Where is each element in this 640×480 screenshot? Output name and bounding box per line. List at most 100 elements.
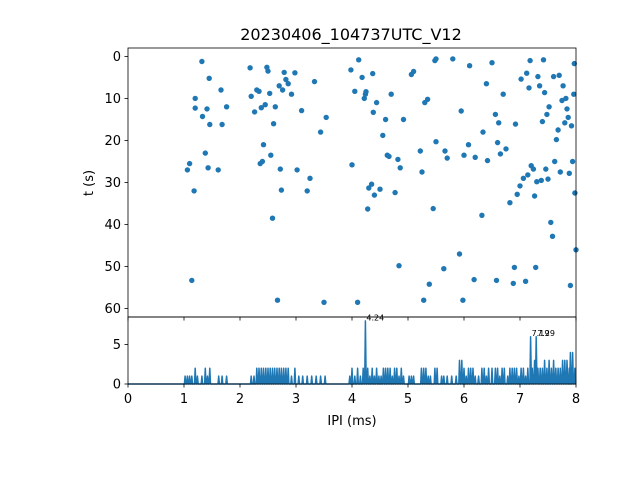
scatter-point xyxy=(441,266,447,272)
y-tick-label: 0 xyxy=(113,50,121,65)
scatter-point xyxy=(433,56,439,62)
scatter-point xyxy=(543,166,549,172)
scatter-point xyxy=(531,193,538,199)
scatter-point xyxy=(430,205,436,212)
scatter-point xyxy=(311,78,318,85)
scatter-point xyxy=(215,167,221,173)
peak-annotations: 4.24 7.197.29 xyxy=(366,313,555,338)
scatter-point xyxy=(546,104,552,110)
scatter-point xyxy=(382,116,389,123)
scatter-point xyxy=(199,113,206,120)
scatter-point xyxy=(541,89,548,96)
scatter-point xyxy=(276,83,282,89)
scatter-point xyxy=(262,102,268,108)
scatter-point xyxy=(397,165,403,171)
scatter-point xyxy=(567,282,574,289)
scatter-point xyxy=(492,111,499,118)
scatter-point xyxy=(256,88,262,95)
scatter-point xyxy=(307,175,313,181)
scatter-point xyxy=(466,62,473,69)
x-tick-label: 0 xyxy=(124,392,132,407)
scatter-point xyxy=(371,192,378,198)
scatter-point xyxy=(571,91,577,97)
scatter-y-ticks: 0 10 20 30 40 50 60 xyxy=(104,50,128,317)
scatter-point xyxy=(417,148,423,154)
scatter-point xyxy=(268,152,274,158)
scatter-point xyxy=(366,185,372,191)
scatter-point xyxy=(472,154,478,160)
x-tick-label: 3 xyxy=(292,392,300,407)
scatter-point xyxy=(219,121,225,128)
scatter-point xyxy=(444,155,450,161)
scatter-point xyxy=(292,70,298,76)
scatter-point xyxy=(363,89,369,95)
scatter-point xyxy=(524,70,530,76)
scatter-point xyxy=(191,188,197,194)
x-tick-label: 6 xyxy=(460,392,468,407)
scatter-point xyxy=(456,251,463,257)
scatter-point xyxy=(483,81,490,87)
scatter-point xyxy=(321,299,327,305)
scatter-point xyxy=(494,139,501,146)
scatter-point xyxy=(471,276,477,283)
scatter-y-label: t (s) xyxy=(82,170,97,196)
scatter-point xyxy=(568,123,575,129)
scatter-point xyxy=(288,91,295,97)
scatter-point xyxy=(202,150,208,156)
histogram-line xyxy=(128,320,577,385)
scatter-point xyxy=(272,104,278,110)
histogram-y-ticks: 05 xyxy=(113,338,128,393)
y-tick-label: 0 xyxy=(113,378,121,393)
scatter-point xyxy=(205,165,211,171)
scatter-point xyxy=(359,74,365,81)
scatter-point xyxy=(503,146,509,152)
y-tick-label: 50 xyxy=(104,260,121,275)
scatter-points xyxy=(184,56,579,305)
scatter-point xyxy=(186,160,193,167)
scatter-point xyxy=(265,68,271,74)
scatter-point xyxy=(426,281,432,287)
scatter-point xyxy=(365,206,371,212)
scatter-point xyxy=(361,95,367,102)
scatter-point xyxy=(380,132,386,139)
scatter-point xyxy=(496,120,502,126)
scatter-point xyxy=(421,297,427,303)
scatter-point xyxy=(304,188,310,194)
scatter-point xyxy=(484,157,491,164)
scatter-point xyxy=(247,65,253,71)
x-tick-label: 8 xyxy=(572,392,580,407)
scatter-point xyxy=(497,151,504,157)
scatter-point xyxy=(562,120,568,126)
scatter-point xyxy=(539,118,546,125)
scatter-point xyxy=(424,96,431,103)
scatter-point xyxy=(493,277,500,284)
scatter-point xyxy=(553,136,560,143)
scatter-point xyxy=(517,183,523,189)
scatter-point xyxy=(352,88,358,95)
y-tick-label: 60 xyxy=(104,302,121,317)
scatter-point xyxy=(277,166,283,172)
scatter-point xyxy=(248,93,254,100)
scatter-point xyxy=(395,156,401,163)
histogram-frame xyxy=(127,316,577,385)
scatter-point xyxy=(565,114,571,121)
scatter-point xyxy=(283,76,289,83)
scatter-point xyxy=(560,83,566,89)
scatter-point xyxy=(520,175,527,181)
scatter-point xyxy=(538,177,544,184)
scatter-point xyxy=(535,73,541,80)
scatter-point xyxy=(564,106,570,112)
x-tick-label: 7 xyxy=(516,392,524,407)
scatter-point xyxy=(566,170,572,176)
scatter-point xyxy=(545,176,551,182)
scatter-point xyxy=(354,299,361,305)
scatter-point xyxy=(349,162,355,168)
scatter-point xyxy=(536,83,543,89)
scatter-point xyxy=(373,99,380,106)
scatter-point xyxy=(270,121,277,127)
scatter-point xyxy=(274,297,281,303)
scatter-point xyxy=(269,215,276,221)
histogram-x-ticks: 0 1 2 3 4 5 6 7 8 xyxy=(124,384,580,407)
